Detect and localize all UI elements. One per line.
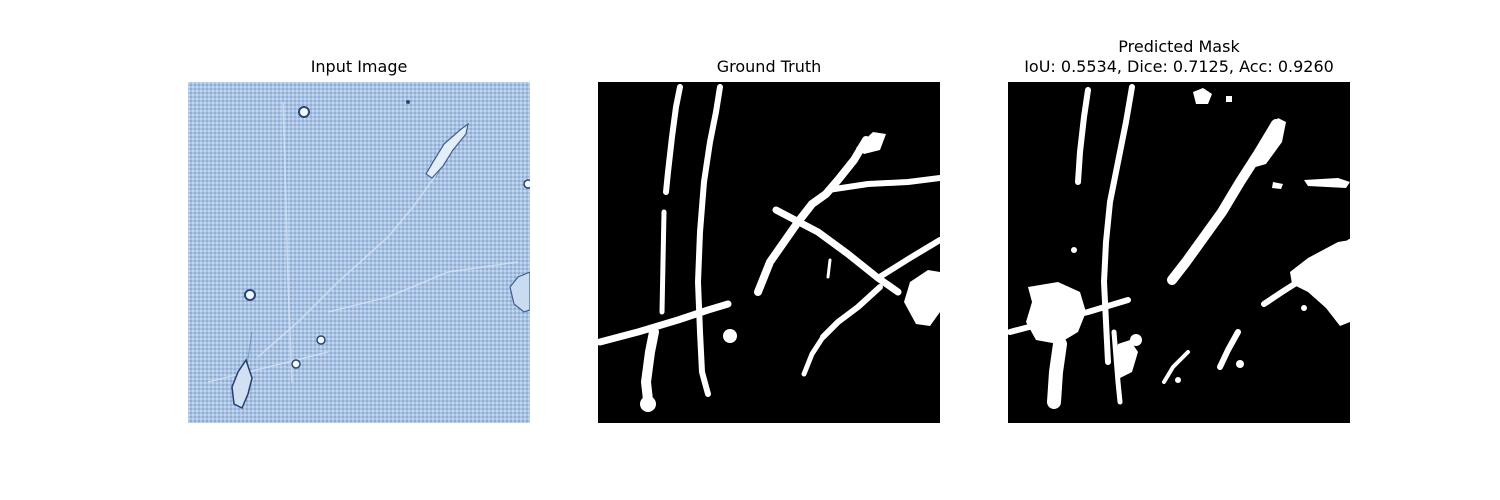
input-image	[188, 82, 530, 423]
predicted-mask	[1008, 82, 1350, 423]
ground-truth-title: Ground Truth	[716, 57, 822, 76]
predicted-mask-title: Predicted Mask	[1118, 37, 1240, 56]
predicted-mask-panel	[1008, 82, 1350, 423]
ground-truth-mask	[598, 82, 940, 423]
input-image-title: Input Image	[310, 57, 408, 76]
ground-truth-panel	[598, 82, 940, 423]
input-image-panel	[188, 82, 530, 423]
predicted-mask-metrics: IoU: 0.5534, Dice: 0.7125, Acc: 0.9260	[1024, 57, 1334, 76]
